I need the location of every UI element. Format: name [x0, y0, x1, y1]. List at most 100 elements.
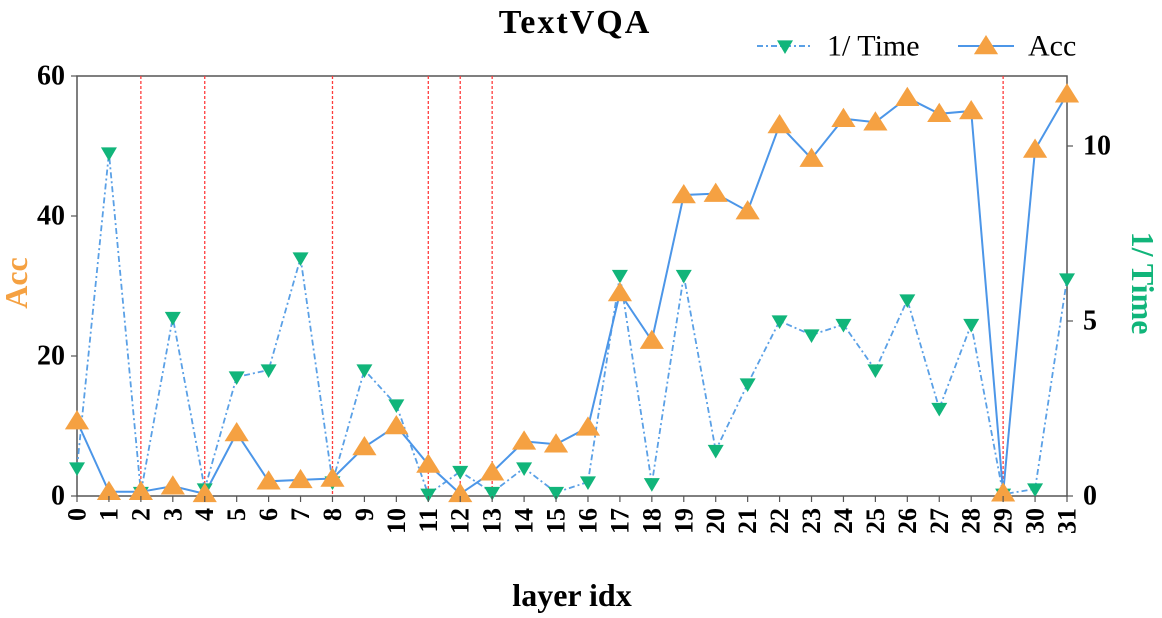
- y-tick-label-right: 5: [1083, 306, 1097, 337]
- y-tick-label-left: 60: [37, 61, 65, 92]
- point-inv-time: [643, 478, 660, 492]
- point-acc: [128, 480, 153, 501]
- x-tick-label: 24: [829, 508, 858, 534]
- point-acc: [959, 100, 984, 120]
- y-axis-label-right: 1/ Time: [1125, 232, 1161, 335]
- point-inv-time: [803, 329, 820, 343]
- x-tick-label: 26: [893, 508, 922, 534]
- x-tick-label: 25: [861, 508, 890, 534]
- series-lines: [76, 93, 1068, 496]
- point-acc: [735, 200, 760, 220]
- x-tick-label: 21: [733, 508, 762, 534]
- point-inv-time: [420, 488, 437, 503]
- point-acc: [767, 114, 792, 134]
- x-tick-label: 8: [318, 508, 347, 521]
- point-acc: [448, 482, 473, 503]
- x-tick-label: 10: [382, 508, 411, 534]
- point-acc: [927, 102, 952, 123]
- x-tick-label: 3: [158, 508, 187, 521]
- x-tick-label: 13: [478, 508, 507, 534]
- x-tick-label: 19: [669, 508, 698, 534]
- point-acc: [639, 329, 664, 349]
- point-acc: [224, 422, 249, 442]
- point-inv-time: [1059, 273, 1075, 287]
- point-inv-time: [452, 465, 469, 480]
- series-line-inv-time: [76, 152, 1068, 496]
- x-tick-label: 20: [701, 508, 730, 534]
- series-markers: [64, 83, 1080, 503]
- x-tick-label: 5: [222, 508, 251, 521]
- point-inv-time: [228, 371, 245, 385]
- point-acc: [480, 461, 505, 481]
- point-acc: [320, 467, 345, 487]
- y-ticks-left: 0 20 40 60: [37, 61, 77, 512]
- point-acc: [1022, 138, 1048, 158]
- plot-frame: [76, 75, 1068, 497]
- point-inv-time: [388, 399, 405, 413]
- point-acc: [575, 416, 601, 436]
- point-inv-time: [548, 486, 565, 501]
- point-acc: [863, 111, 888, 131]
- point-acc: [991, 482, 1016, 502]
- x-tick-label: 16: [573, 508, 602, 534]
- point-acc: [671, 184, 696, 204]
- y-tick-label-right: 10: [1083, 131, 1111, 162]
- point-inv-time: [707, 444, 724, 459]
- x-tick-label: 15: [542, 508, 571, 534]
- point-acc: [1054, 83, 1080, 103]
- x-tick-label: 29: [989, 508, 1018, 534]
- point-acc: [831, 107, 856, 127]
- point-acc: [352, 436, 377, 456]
- point-inv-time: [516, 462, 533, 476]
- x-tick-label: 18: [637, 508, 666, 534]
- point-inv-time: [69, 462, 85, 476]
- x-tick-label: 17: [605, 508, 634, 534]
- point-acc: [511, 430, 537, 450]
- point-inv-time: [484, 486, 501, 501]
- point-inv-time: [579, 476, 596, 490]
- point-inv-time: [164, 311, 181, 326]
- x-tick-label: 30: [1021, 508, 1050, 534]
- point-inv-time: [739, 378, 756, 392]
- point-inv-time: [899, 294, 916, 308]
- series-line-acc: [76, 93, 1068, 496]
- x-tick-label: 1: [94, 508, 123, 521]
- x-tick-label: 7: [286, 508, 315, 521]
- point-inv-time: [771, 315, 788, 329]
- point-acc: [895, 86, 920, 106]
- point-inv-time: [611, 269, 628, 284]
- x-tick-label: 11: [414, 508, 443, 533]
- x-tick-label: 27: [925, 508, 954, 534]
- point-inv-time: [963, 318, 980, 333]
- vertical-markers: [140, 76, 1004, 496]
- point-acc: [384, 415, 409, 435]
- x-tick-label: 28: [957, 508, 986, 534]
- point-inv-time: [931, 402, 948, 417]
- x-tick-label: 0: [63, 508, 92, 521]
- point-acc: [160, 475, 185, 495]
- legend-label-inv-time: 1/ Time: [827, 30, 920, 63]
- x-tick-label: 2: [126, 508, 155, 521]
- x-tick-label: 23: [797, 508, 826, 534]
- point-acc: [288, 468, 313, 489]
- x-tick-label: 9: [350, 508, 379, 521]
- y-axis-label-left: Acc: [0, 257, 34, 309]
- x-ticks: 0 1 2 3 4 5 6 7 8 9 10 11 12 13 14 15 16 17 18 19 20 21 22 23 24…: [63, 496, 1082, 534]
- x-tick-label: 22: [765, 508, 794, 534]
- y-tick-label-left: 0: [51, 481, 65, 512]
- legend-label-acc: Acc: [1028, 30, 1076, 63]
- y-tick-label-left: 40: [37, 201, 65, 232]
- point-acc: [799, 147, 824, 167]
- legend-marker-inv-time: [777, 40, 793, 54]
- legend-marker-acc: [973, 35, 999, 55]
- point-inv-time: [867, 364, 884, 378]
- point-acc: [416, 453, 441, 473]
- x-axis-label: layer idx: [512, 577, 631, 613]
- x-tick-label: 4: [190, 508, 219, 521]
- point-inv-time: [675, 269, 692, 284]
- x-tick-label: 31: [1053, 508, 1082, 534]
- point-acc: [256, 470, 281, 490]
- plot-area: [76, 75, 1068, 497]
- point-acc: [607, 282, 633, 302]
